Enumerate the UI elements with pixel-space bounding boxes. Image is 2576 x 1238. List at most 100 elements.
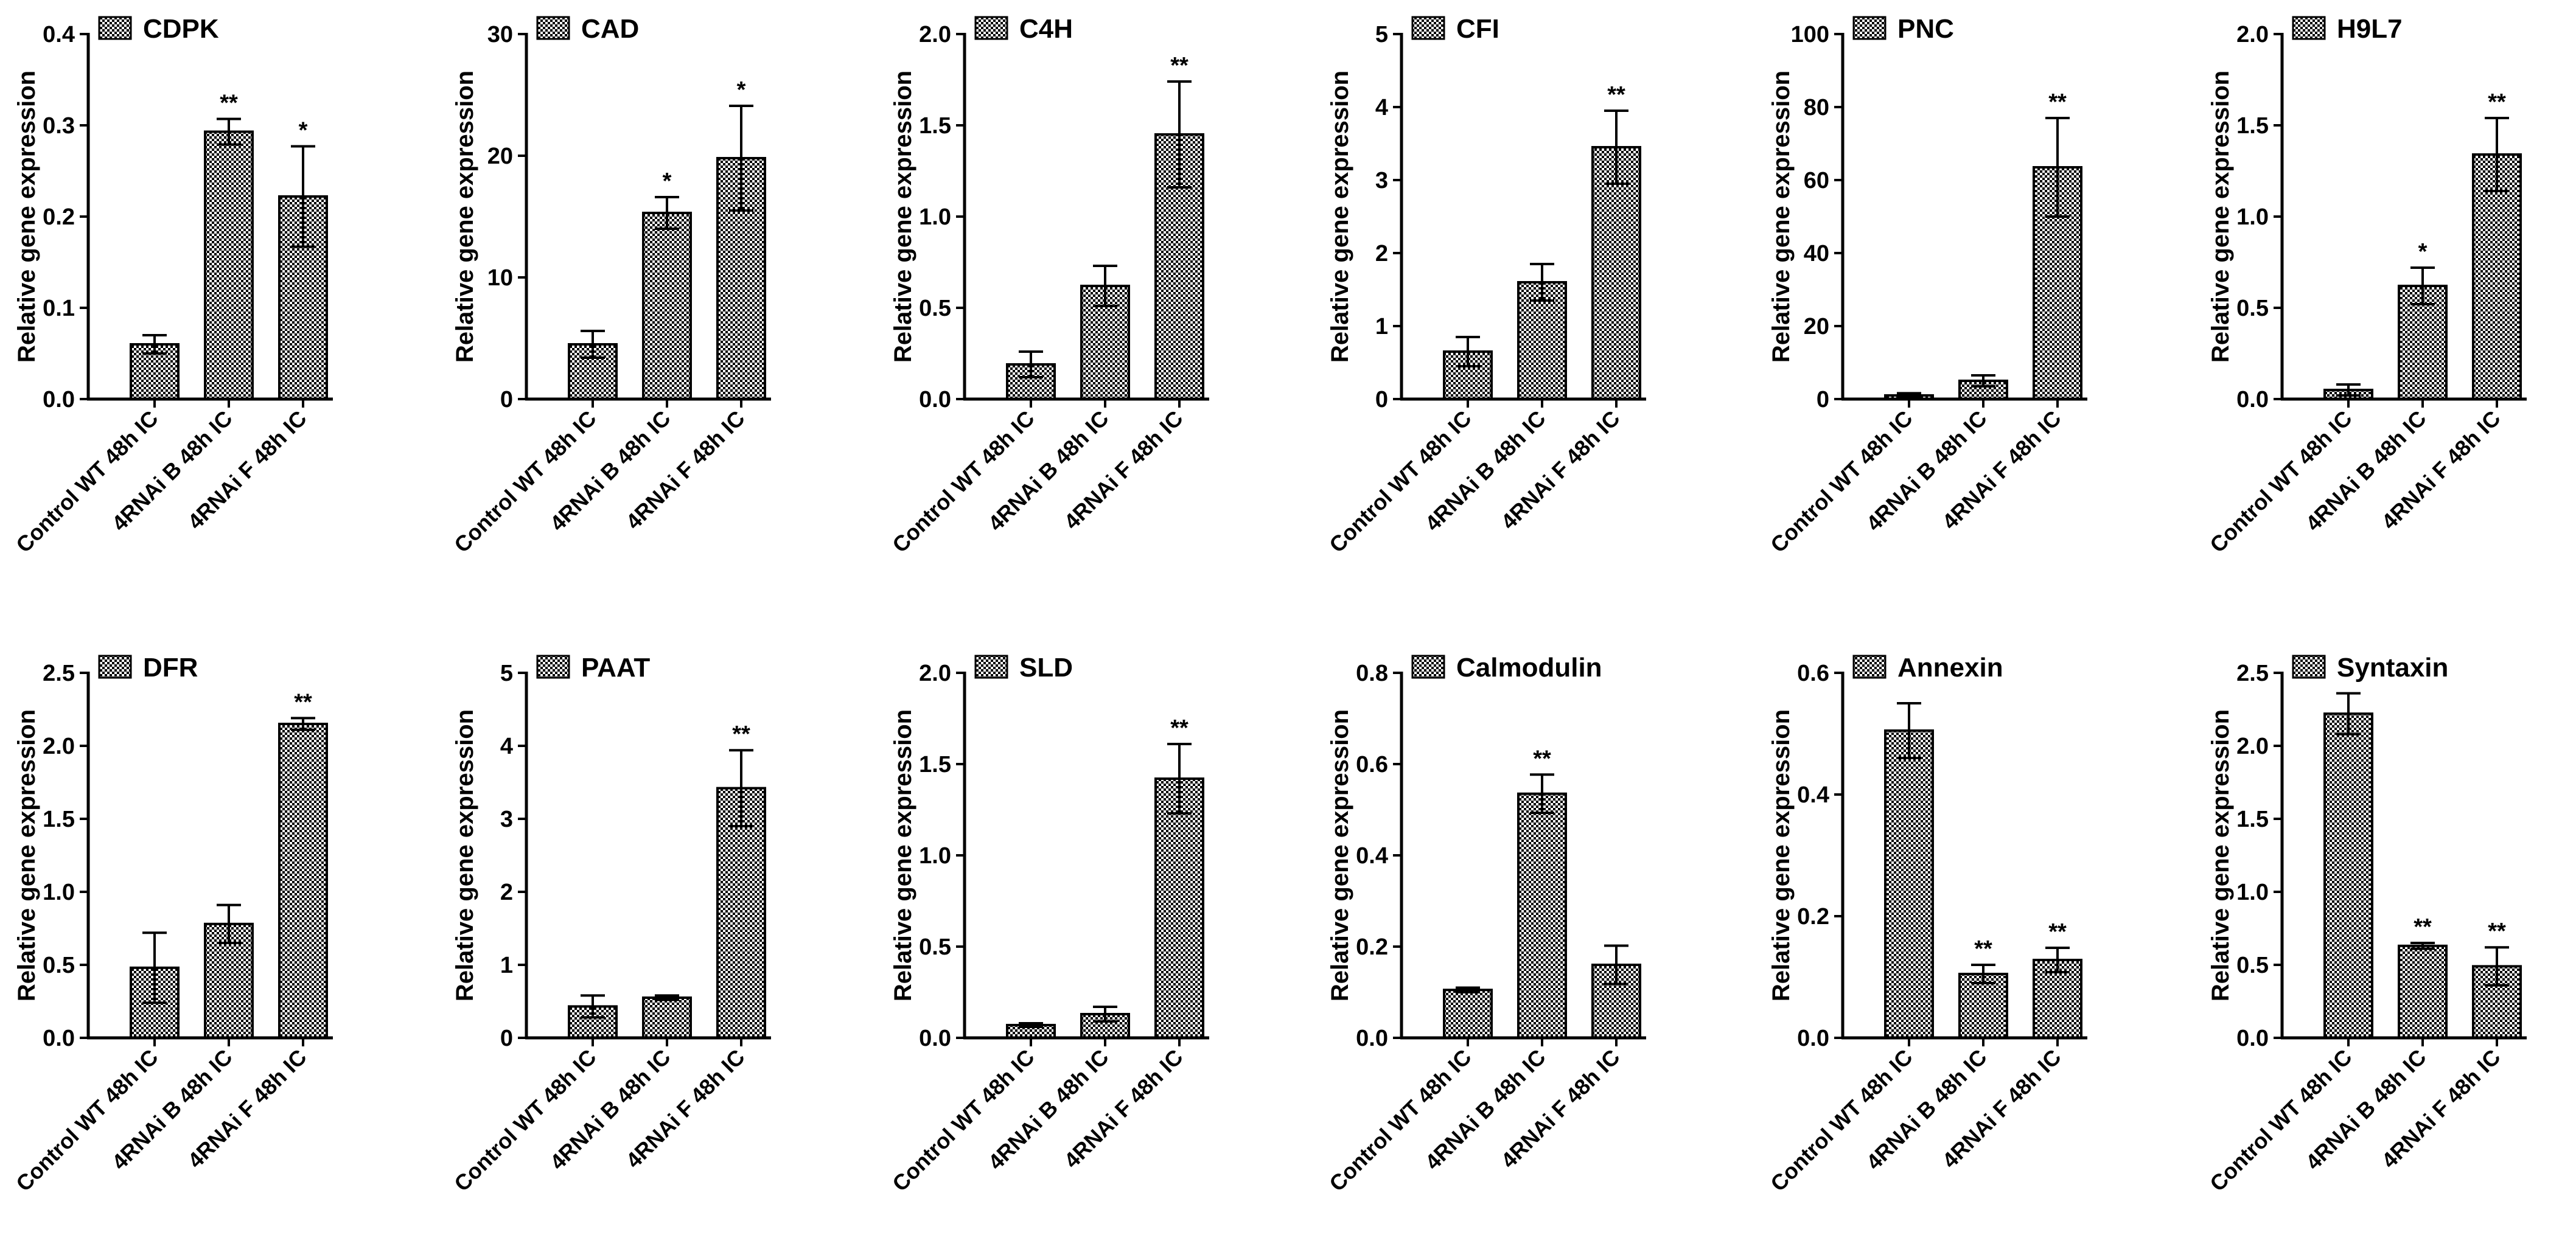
bar: [1591, 146, 1641, 400]
x-category-label: Control WT 48h IC: [1324, 406, 1476, 558]
bar: [2472, 153, 2522, 400]
y-tick-label: 1: [1375, 314, 1388, 339]
y-tick-label: 0.5: [2236, 953, 2269, 978]
significance-label: **: [1170, 53, 1189, 78]
y-tick-label: 0.0: [919, 1026, 951, 1051]
bar: [2323, 712, 2373, 1039]
legend-swatch: [98, 655, 132, 679]
y-tick-label: 1.5: [919, 752, 951, 777]
y-tick-label: 0.5: [2236, 296, 2269, 321]
y-axis-title: Relative gene expression: [452, 71, 478, 363]
y-tick-label: 0.4: [1356, 843, 1388, 869]
bar: [642, 212, 692, 400]
significance-label: **: [1170, 715, 1189, 741]
y-tick-label: 4: [500, 734, 513, 759]
bar: [1517, 792, 1567, 1039]
y-tick-label: 100: [1791, 22, 1829, 47]
legend-label: CDPK: [143, 14, 219, 44]
legend-swatch: [2292, 16, 2326, 40]
y-tick-label: 1.0: [2236, 880, 2269, 905]
x-category-label: Control WT 48h IC: [887, 406, 1039, 558]
y-tick-label: 0: [500, 387, 513, 412]
significance-label: **: [294, 689, 312, 715]
significance-label: **: [1607, 82, 1625, 108]
y-axis-title: Relative gene expression: [452, 709, 478, 1001]
legend-swatch: [98, 16, 132, 40]
y-tick-label: 0: [1375, 387, 1388, 412]
legend-swatch: [974, 655, 1008, 679]
y-tick-label: 60: [1804, 168, 1829, 193]
legend-label: Syntaxin: [2337, 653, 2448, 683]
y-tick-label: 0.6: [1356, 752, 1388, 777]
y-tick-label: 1.0: [43, 880, 75, 905]
y-tick-label: 0.0: [43, 1026, 75, 1051]
significance-label: **: [2414, 914, 2432, 940]
y-tick-label: 80: [1804, 95, 1829, 120]
x-category-label: Control WT 48h IC: [11, 1045, 163, 1197]
legend-swatch: [974, 16, 1008, 40]
y-axis-title: Relative gene expression: [890, 71, 916, 363]
y-tick-label: 2: [1375, 241, 1388, 266]
y-tick-label: 0.0: [1356, 1026, 1388, 1051]
y-tick-label: 0.4: [43, 22, 75, 47]
x-category-label: Control WT 48h IC: [2205, 1045, 2357, 1197]
significance-label: **: [1974, 936, 1992, 962]
y-tick-label: 3: [1375, 168, 1388, 193]
legend-label: C4H: [1019, 14, 1073, 44]
bar: [642, 996, 692, 1039]
y-tick-label: 0: [500, 1026, 513, 1051]
y-tick-label: 1.0: [2236, 204, 2269, 230]
y-tick-label: 0.0: [2236, 387, 2269, 412]
y-tick-label: 2: [500, 880, 513, 905]
y-tick-label: 2.0: [2236, 22, 2269, 47]
legend-swatch: [1852, 16, 1887, 40]
y-tick-label: 0: [1817, 387, 1829, 412]
y-tick-label: 0.4: [1797, 782, 1829, 808]
x-category-label: Control WT 48h IC: [1765, 406, 1918, 558]
significance-label: *: [737, 77, 746, 103]
legend-swatch: [1852, 655, 1887, 679]
significance-label: **: [732, 722, 750, 747]
significance-label: **: [220, 91, 238, 116]
y-axis-title: Relative gene expression: [2207, 709, 2234, 1001]
y-tick-label: 0.5: [43, 953, 75, 978]
y-axis-title: Relative gene expression: [13, 709, 40, 1001]
significance-label: *: [299, 118, 308, 144]
bar: [1884, 729, 1934, 1039]
legend-label: CAD: [581, 14, 639, 44]
x-category-label: Control WT 48h IC: [1324, 1045, 1476, 1197]
x-category-label: Control WT 48h IC: [1765, 1045, 1918, 1197]
y-tick-label: 1.0: [919, 843, 951, 869]
y-tick-label: 1.5: [43, 807, 75, 832]
y-tick-label: 0.0: [919, 387, 951, 412]
y-tick-label: 1: [500, 953, 513, 978]
y-tick-label: 2.0: [2236, 734, 2269, 759]
legend-label: CFI: [1456, 14, 1499, 44]
y-tick-label: 0.1: [43, 296, 75, 321]
y-tick-label: 4: [1375, 95, 1388, 120]
y-tick-label: 30: [487, 22, 513, 47]
y-tick-label: 1.5: [919, 113, 951, 139]
legend-swatch: [1411, 655, 1445, 679]
y-axis-title: Relative gene expression: [1327, 709, 1353, 1001]
y-tick-label: 0.0: [1797, 1026, 1829, 1051]
y-axis-title: Relative gene expression: [1768, 709, 1795, 1001]
y-tick-label: 0.0: [2236, 1026, 2269, 1051]
legend-label: PAAT: [581, 653, 650, 683]
y-tick-label: 20: [1804, 314, 1829, 339]
y-tick-label: 0.2: [1797, 904, 1829, 930]
legend-label: H9L7: [2337, 14, 2403, 44]
y-tick-label: 1.5: [2236, 807, 2269, 832]
y-tick-label: 1.5: [2236, 113, 2269, 139]
significance-label: *: [2418, 239, 2428, 265]
x-category-label: Control WT 48h IC: [449, 1045, 601, 1197]
